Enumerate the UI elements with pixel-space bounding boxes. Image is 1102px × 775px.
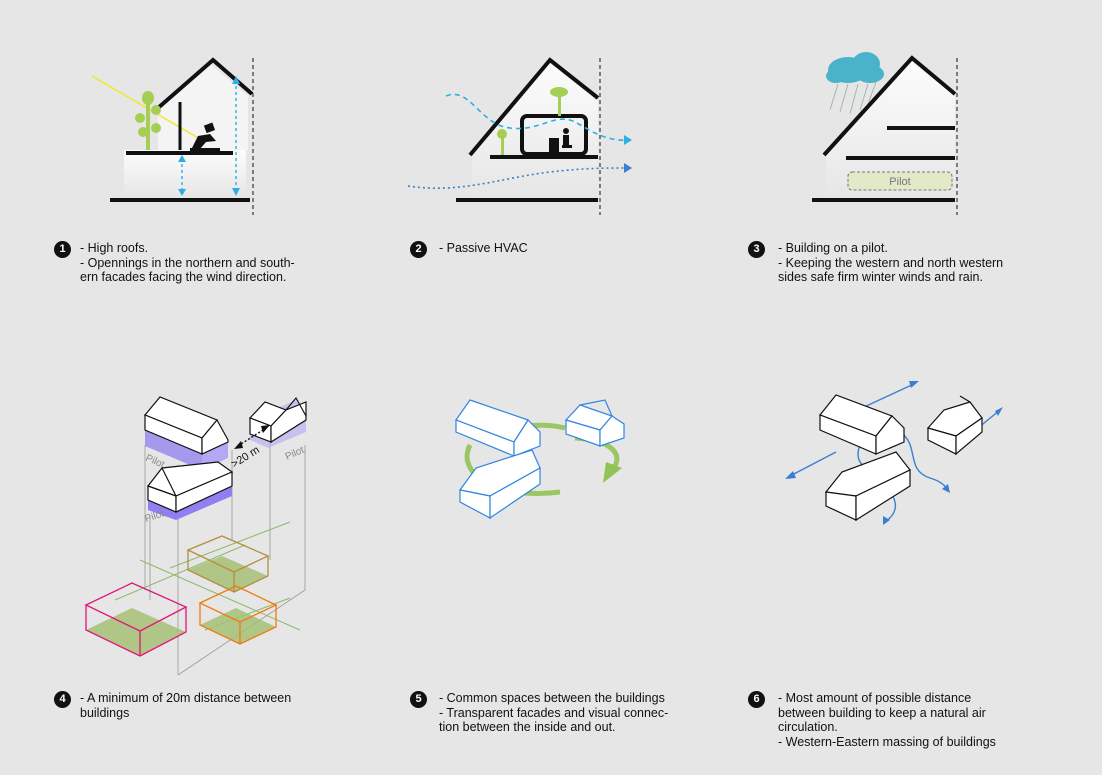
caption-text: - Common spaces between the buildings - … [439,691,669,735]
pilot-label-b: Pilot [284,445,306,463]
courtyard-olive [186,535,270,593]
mezzanine-room [520,114,588,156]
step-number-badge: 4 [54,691,71,708]
caption-line: - Opennings in the northern and south- [80,255,295,270]
step-number-badge: 6 [748,691,765,708]
airflow-arrowheads [785,381,1003,525]
caption-line: - A minimum of 20m distance between [80,691,292,705]
tree-icon [497,87,568,155]
caption-text: - Passive HVAC [439,241,669,256]
caption-text: - A minimum of 20m distance between buil… [80,691,310,720]
pilot-label: Pilot [889,176,910,188]
building-b [248,396,307,448]
ground-shade [124,150,246,198]
airflow-lower-arrowhead [624,163,632,173]
airflow-lower [407,167,629,189]
roof-line [822,55,957,157]
pilot-box [847,171,953,191]
caption-line: - High roofs. [80,241,149,255]
circulation-arrowhead [603,462,622,483]
panel-4-distance-diagram: Pilot Pilot Pilot >20 m [84,396,307,676]
distance-dimension-arrow [234,425,270,449]
building-c [147,461,234,520]
caption-line: - Most amount of possible distance [778,691,972,705]
caption-line: sides safe firm winter winds and rain. [778,270,983,284]
airflow-upper-arrowhead [624,135,632,145]
building-a [144,396,229,470]
courtyard-magenta [84,582,188,657]
distance-label: >20 m [229,444,262,471]
caption-line: circulation. [778,720,838,734]
step-number-badge: 1 [54,241,71,258]
caption-line: - Transparent facades and visual connec- [439,705,669,720]
step-number-badge: 2 [410,241,427,258]
caption-line: buildings [80,705,130,720]
tree-icon [135,91,161,150]
caption-line: - Passive HVAC [439,241,528,255]
courtyard-orange [198,585,278,645]
roof-line [468,57,600,157]
panel-6-air-circulation-diagram [785,381,1003,525]
building-left [819,394,905,455]
caption-line: - Common spaces between the buildings [439,691,665,705]
airflow-upper [445,93,631,141]
pilot-label-c: Pilot [144,508,166,525]
rain-cloud-icon [826,52,884,115]
building-left [455,399,541,457]
panel-5-common-spaces-diagram [455,399,625,520]
caption-line: - Building on a pilot. [778,241,888,255]
caption-text: - Building on a pilot. - Keeping the wes… [778,241,1008,285]
caption-line: - Western-Eastern massing of buildings [778,734,996,749]
caption-line: - Keeping the western and north western [778,255,1004,270]
person-reclining-icon [190,122,220,151]
panel-3-pilot-diagram: Pilot [812,52,958,215]
caption-text: - Most amount of possible distance betwe… [778,691,1004,749]
building-bottom [458,449,541,520]
building-bottom [824,451,911,522]
caption-line: ern facades facing the wind direction. [80,270,287,284]
height-dimension-arrow [178,76,240,196]
building-right [926,395,983,456]
step-number-badge: 5 [410,691,427,708]
caption-line: tion between the inside and out. [439,720,616,734]
person-at-desk-icon [549,128,572,152]
panel-1-high-roofs-diagram [91,57,254,215]
panel-2-passive-hvac-diagram [407,57,632,215]
step-number-badge: 3 [748,241,765,258]
building-right [564,399,625,447]
caption-line: between building to keep a natural air [778,705,986,720]
caption-text: - High roofs. - Opennings in the norther… [80,241,310,285]
